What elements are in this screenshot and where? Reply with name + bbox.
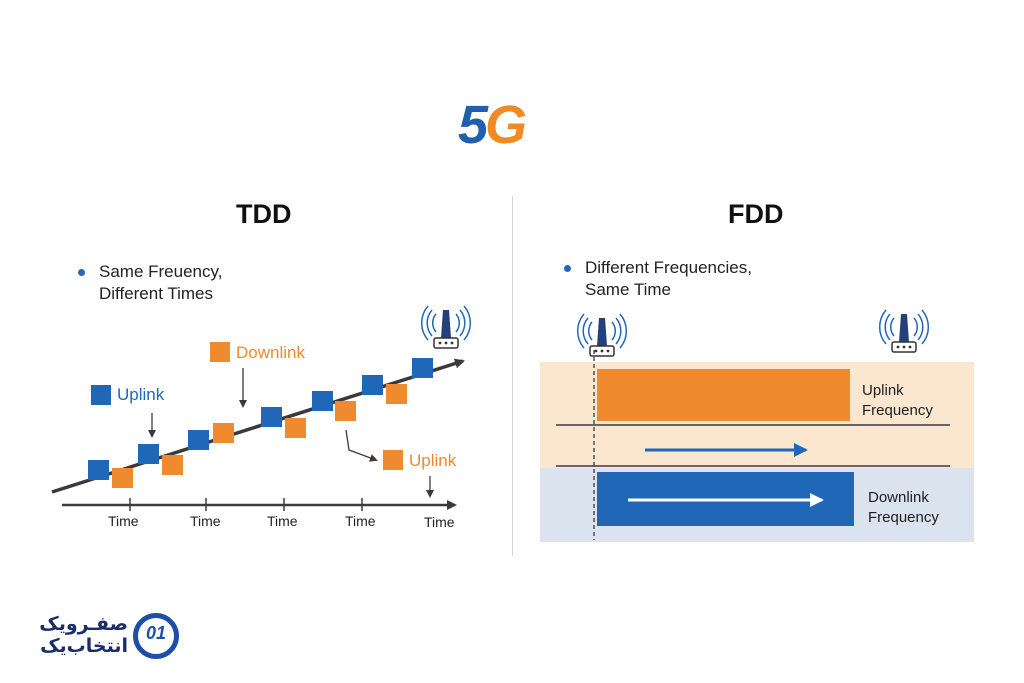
uplink-frequency-label: Uplink Frequency bbox=[862, 381, 933, 421]
fdd-title: FDD bbox=[728, 199, 784, 229]
fdd-bullet-line2: Same Time bbox=[585, 280, 671, 299]
bullet-dot-icon bbox=[564, 265, 571, 272]
downlink-legend-label: Downlink bbox=[236, 343, 305, 362]
uplink2-pointer-arrow bbox=[345, 429, 378, 462]
uplink-frequency-label-line1: Uplink bbox=[862, 382, 904, 399]
downlink-legend-square bbox=[210, 342, 230, 362]
time-label: Time bbox=[267, 513, 298, 529]
uplink2-legend-label: Uplink bbox=[409, 451, 457, 470]
5g-logo-g: G bbox=[485, 95, 527, 155]
uplink-frequency-bar bbox=[597, 369, 850, 421]
downlink-slot bbox=[285, 418, 306, 438]
time-label: Time bbox=[345, 513, 376, 529]
downlink-frequency-label: Downlink Frequency bbox=[868, 488, 939, 528]
downlink-frequency-label-line2: Frequency bbox=[868, 509, 939, 526]
time-label: Time bbox=[190, 513, 221, 529]
time-label: Time bbox=[424, 514, 455, 530]
brand-line2: انتخاب‌یک bbox=[40, 636, 128, 657]
uplink-slot bbox=[412, 358, 433, 378]
tdd-bullet-line1: Same Freuency, bbox=[99, 262, 223, 281]
uplink-legend-label: Uplink bbox=[117, 385, 165, 404]
fdd-tower-icon-right bbox=[879, 309, 929, 353]
fdd-tower-icon-left bbox=[577, 313, 627, 357]
uplink-slot bbox=[188, 430, 209, 450]
uplink-frequency-label-line2: Frequency bbox=[862, 402, 933, 419]
5g-logo: 5G bbox=[458, 95, 527, 155]
brand-line1: صفـرویک bbox=[39, 614, 128, 635]
fdd-bullet-line1: Different Frequencies, bbox=[585, 258, 752, 277]
tdd-bullet-line2: Different Times bbox=[99, 284, 214, 303]
uplink-slot bbox=[312, 391, 333, 411]
downlink-slot bbox=[386, 384, 407, 404]
tdd-tower-icon bbox=[421, 305, 471, 349]
fdd-bullet: Different Frequencies, Same Time bbox=[564, 257, 752, 301]
brand-wordmark: صفـرویک انتخاب‌یک bbox=[24, 614, 128, 658]
uplink-slot bbox=[261, 407, 282, 427]
brand-logo-icon bbox=[133, 613, 179, 659]
downlink-slot bbox=[335, 401, 356, 421]
downlink-frequency-label-line1: Downlink bbox=[868, 489, 929, 506]
5g-logo-five: 5 bbox=[458, 95, 488, 155]
downlink-slot bbox=[213, 423, 234, 443]
uplink2-legend-square bbox=[383, 450, 403, 470]
time-label: Time bbox=[108, 513, 139, 529]
uplink-slot bbox=[88, 460, 109, 480]
tdd-title: TDD bbox=[236, 199, 292, 229]
uplink-slot bbox=[138, 444, 159, 464]
downlink-slot bbox=[162, 455, 183, 475]
uplink-slot bbox=[362, 375, 383, 395]
downlink-slot bbox=[112, 468, 133, 488]
tdd-bullet: Same Freuency, Different Times bbox=[78, 261, 222, 305]
section-divider bbox=[512, 196, 513, 556]
uplink-legend-square bbox=[91, 385, 111, 405]
brand-logo-mark: 01 bbox=[145, 623, 167, 643]
bullet-dot-icon bbox=[78, 269, 85, 276]
